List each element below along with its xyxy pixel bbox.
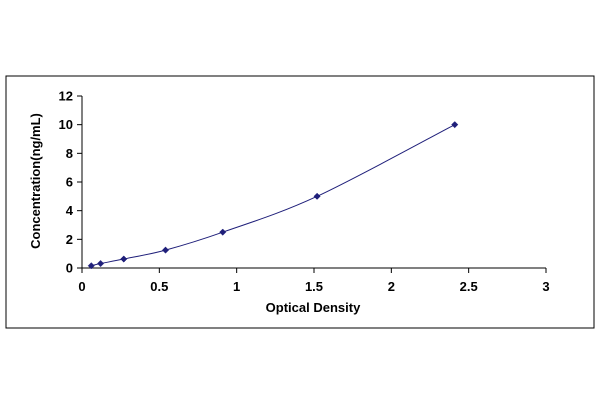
y-tick-label: 0 xyxy=(66,261,73,276)
data-point-marker xyxy=(87,262,95,270)
x-tick-label: 0.5 xyxy=(150,279,168,294)
y-tick-label: 10 xyxy=(59,117,73,132)
x-axis-ticks: 0 0.5 1 1.5 2 2.5 3 xyxy=(78,268,550,294)
data-point-marker xyxy=(161,246,170,254)
data-point-marker xyxy=(120,255,128,263)
data-point-marker xyxy=(97,259,105,268)
y-axis-ticks: 0 2 4 6 8 10 12 xyxy=(59,89,82,276)
outer-frame xyxy=(5,75,595,329)
data-point-marker xyxy=(313,192,321,200)
x-tick-label: 3 xyxy=(542,279,549,294)
x-tick-label: 1.5 xyxy=(305,279,323,294)
x-tick-label: 0 xyxy=(78,279,85,294)
y-tick-label: 12 xyxy=(59,89,73,104)
data-point-marker xyxy=(219,228,227,236)
y-tick-label: 2 xyxy=(66,232,73,247)
y-tick-label: 4 xyxy=(66,203,74,218)
x-axis-title: Optical Density xyxy=(266,300,361,315)
x-tick-label: 2.5 xyxy=(460,279,478,294)
y-tick-label: 8 xyxy=(66,146,73,161)
x-tick-label: 1 xyxy=(233,279,240,294)
y-axis-title: Concentration(ng/mL) xyxy=(28,113,43,249)
x-tick-label: 2 xyxy=(388,279,395,294)
data-points xyxy=(87,121,459,270)
y-tick-label: 6 xyxy=(66,175,73,190)
data-point-marker xyxy=(451,121,459,129)
